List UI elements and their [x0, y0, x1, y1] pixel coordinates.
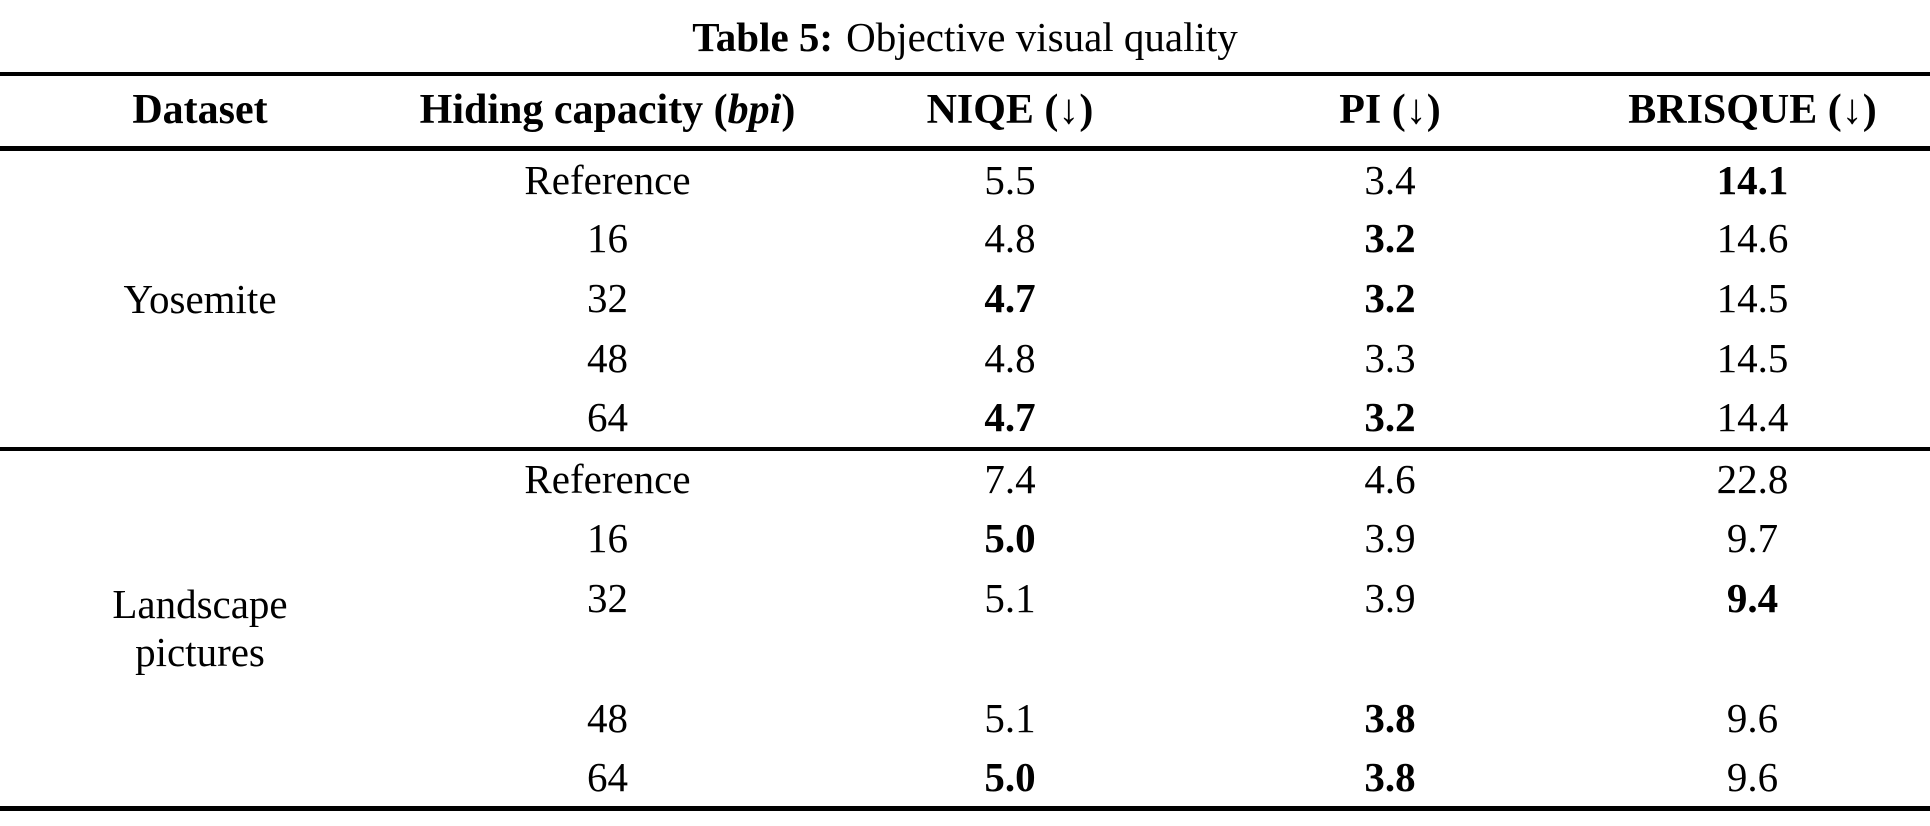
cell-pi: 3.4: [1364, 156, 1416, 203]
cell-niqe: 5.0: [984, 754, 1036, 801]
table-row: 48 4.8 3.3 14.5: [0, 329, 1930, 389]
table-row: 32 5.1 3.9 9.4: [0, 569, 1930, 629]
cell-brisque: 9.6: [1726, 754, 1779, 801]
table-row: 64 4.7 3.2 14.4: [0, 389, 1930, 449]
cell-brisque: 22.8: [1716, 456, 1789, 503]
dataset-label-landscape-pictures: Landscape pictures: [112, 580, 288, 676]
cell-pi: 3.9: [1364, 575, 1416, 622]
cell-pi: 3.8: [1364, 695, 1416, 742]
cell-capacity: 48: [587, 335, 628, 382]
spacer-cell: [815, 629, 1205, 689]
cell-niqe: 5.0: [984, 515, 1036, 562]
cell-niqe: 5.1: [984, 575, 1036, 622]
col-header-brisque: BRISQUE (↓): [1628, 87, 1877, 134]
table-row: 48 5.1 3.8 9.6: [0, 689, 1930, 749]
cell-brisque: 9.7: [1726, 515, 1779, 562]
spacer-cell: [1575, 629, 1930, 689]
cell-capacity: Reference: [524, 156, 691, 203]
table-title-text: Objective visual quality: [846, 14, 1238, 60]
cell-brisque: 9.4: [1726, 575, 1779, 622]
cell-capacity: 16: [587, 215, 628, 262]
table-caption: Table 5: Objective visual quality: [0, 0, 1930, 72]
table-row: Landscape pictures Reference 7.4 4.6 22.…: [0, 449, 1930, 675]
cell-brisque: 9.6: [1726, 695, 1779, 742]
col-header-niqe: NIQE (↓): [926, 87, 1094, 134]
cell-pi: 4.6: [1364, 456, 1416, 503]
cell-niqe: 7.4: [984, 456, 1036, 503]
cell-niqe: 4.7: [984, 394, 1036, 441]
cell-brisque: 14.6: [1716, 215, 1789, 262]
cell-capacity: 48: [587, 695, 628, 742]
section-landscape: Landscape pictures Reference 7.4 4.6 22.…: [0, 449, 1930, 809]
cell-pi: 3.9: [1364, 515, 1416, 562]
table-header-row: Dataset Hiding capacity (bpi) NIQE (↓) P…: [0, 74, 1930, 149]
cell-pi: 3.2: [1364, 215, 1416, 262]
table-row: 32 4.7 3.2 14.5: [0, 269, 1930, 329]
cell-brisque: 14.1: [1716, 156, 1789, 203]
dataset-label-yosemite: Yosemite: [123, 275, 277, 322]
cell-pi: 3.2: [1364, 394, 1416, 441]
cell-capacity: 32: [587, 575, 628, 622]
col-header-dataset: Dataset: [132, 87, 268, 134]
cell-niqe: 4.8: [984, 215, 1036, 262]
table-row: 16 4.8 3.2 14.6: [0, 209, 1930, 269]
cell-pi: 3.2: [1364, 275, 1416, 322]
col-header-pi: PI (↓): [1339, 87, 1441, 134]
cell-capacity: 32: [587, 275, 628, 322]
cell-brisque: 14.5: [1716, 275, 1789, 322]
cell-capacity: 16: [587, 515, 628, 562]
table-row: 16 5.0 3.9 9.7: [0, 509, 1930, 569]
spacer-cell: [1205, 629, 1575, 689]
cell-capacity: 64: [587, 754, 628, 801]
cell-niqe: 5.5: [984, 156, 1036, 203]
col-header-hiding-capacity: Hiding capacity (bpi): [419, 87, 796, 134]
cell-capacity: Reference: [524, 456, 691, 503]
bpi-math-label: bpi: [727, 87, 782, 134]
results-table: Dataset Hiding capacity (bpi) NIQE (↓) P…: [0, 72, 1930, 811]
table-row: 64 5.0 3.8 9.6: [0, 749, 1930, 809]
cell-niqe: 4.7: [984, 275, 1036, 322]
spacer-cell: [400, 629, 815, 689]
table-number-label: Table 5:: [692, 14, 834, 60]
cell-brisque: 14.4: [1716, 394, 1789, 441]
cell-pi: 3.8: [1364, 754, 1416, 801]
section-yosemite: Yosemite Reference 5.5 3.4 14.1 16 4.8 3…: [0, 149, 1930, 449]
table-row: Yosemite Reference 5.5 3.4 14.1: [0, 149, 1930, 322]
cell-niqe: 4.8: [984, 335, 1036, 382]
cell-brisque: 14.5: [1716, 335, 1789, 382]
cell-niqe: 5.1: [984, 695, 1036, 742]
cell-pi: 3.3: [1364, 335, 1416, 382]
cell-capacity: 64: [587, 394, 628, 441]
